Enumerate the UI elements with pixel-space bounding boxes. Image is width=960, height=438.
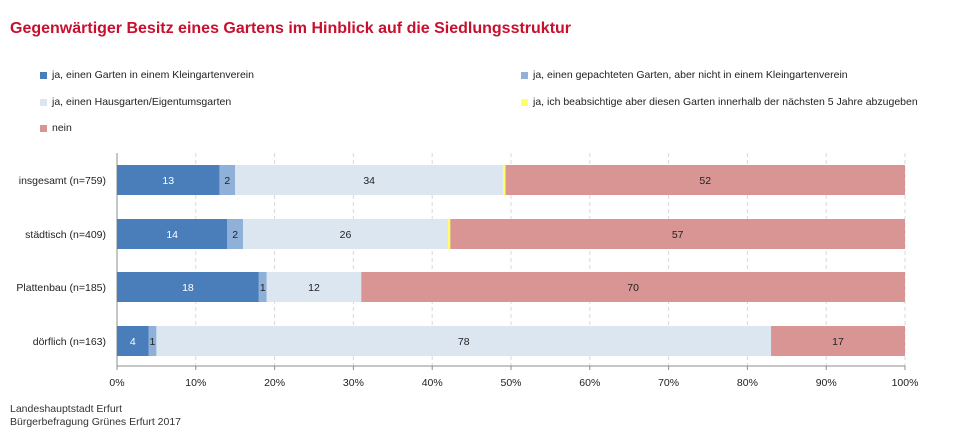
legend-label-kleingarten: ja, einen Garten in einem Kleingartenver… — [52, 69, 254, 81]
legend-label-gepachtet: ja, einen gepachteten Garten, aber nicht… — [533, 69, 848, 81]
x-tick-label: 100% — [892, 377, 919, 389]
bar-segment — [258, 272, 267, 302]
x-tick-label: 80% — [737, 377, 758, 389]
x-tick-label: 50% — [500, 377, 521, 389]
x-tick-label: 20% — [264, 377, 285, 389]
data-label: 70 — [627, 282, 639, 294]
chart-title: Gegenwärtiger Besitz eines Gartens im Hi… — [10, 20, 572, 37]
source-line-2: Bürgerbefragung Grünes Erfurt 2017 — [10, 416, 182, 428]
data-label: 13 — [162, 175, 174, 187]
source-note: Landeshauptstadt Erfurt Bürgerbefragung … — [10, 403, 181, 429]
legend-label-hausgarten: ja, einen Hausgarten/Eigentumsgarten — [52, 96, 232, 108]
bar-segment — [156, 326, 772, 356]
data-label: 1 — [150, 336, 156, 348]
data-label: 1 — [260, 282, 266, 294]
bars — [117, 165, 905, 356]
data-label: 17 — [832, 336, 844, 348]
category-labels: insgesamt (n=759) städtisch (n=409) Platte… — [16, 175, 106, 348]
data-label: 57 — [672, 229, 684, 241]
bar-segment — [505, 165, 905, 195]
bar-segment — [117, 272, 259, 302]
legend-item-nein: nein — [40, 122, 72, 134]
data-label: 2 — [224, 175, 230, 187]
category-label: Plattenbau (n=185) — [16, 282, 106, 294]
bar-segment — [266, 272, 362, 302]
x-tick-label: 70% — [658, 377, 679, 389]
bar-segment — [148, 326, 157, 356]
legend-swatch-nein — [40, 124, 47, 132]
x-tick-label: 40% — [422, 377, 443, 389]
category-label: insgesamt (n=759) — [19, 175, 106, 187]
bar-segment — [771, 326, 905, 356]
legend-item-hausgarten: ja, einen Hausgarten/Eigentumsgarten — [40, 96, 231, 108]
legend-swatch-abgeben — [521, 98, 528, 106]
bar-segment — [117, 219, 228, 249]
legend-swatch-hausgarten — [40, 98, 47, 106]
data-label: 4 — [130, 336, 136, 348]
x-axis-ticks: 0% 10% 20% 30% 40% 50% 60% 70% 80% 90% 100% — [109, 365, 919, 389]
data-label: 2 — [232, 229, 238, 241]
bar-segment — [235, 165, 504, 195]
data-label: 34 — [363, 175, 375, 187]
x-tick-label: 30% — [343, 377, 364, 389]
legend-swatch-kleingarten — [40, 71, 47, 79]
bar-segment — [227, 219, 244, 249]
bar-segment — [219, 165, 236, 195]
x-tick-label: 0% — [109, 377, 124, 389]
legend-swatch-gepachtet — [521, 71, 528, 79]
bar-segment — [243, 219, 448, 249]
data-label: 12 — [308, 282, 320, 294]
data-labels: 13 2 34 52 14 2 26 57 18 1 12 70 4 1 78 17 — [130, 175, 844, 348]
legend-item-kleingarten: ja, einen Garten in einem Kleingartenver… — [40, 69, 254, 81]
data-label: 52 — [699, 175, 711, 187]
data-label: 14 — [166, 229, 178, 241]
legend-label-abgeben: ja, ich beabsichtige aber diesen Garten … — [533, 96, 918, 108]
data-label: 26 — [340, 229, 352, 241]
bar-segment — [117, 326, 149, 356]
bar-segment — [503, 165, 506, 195]
data-label: 18 — [182, 282, 194, 294]
bar-segment — [450, 219, 905, 249]
category-label: städtisch (n=409) — [25, 229, 106, 241]
bar-segment — [361, 272, 905, 302]
data-label: 78 — [458, 336, 470, 348]
legend: ja, einen Garten in einem Kleingartenver… — [0, 0, 960, 140]
legend-item-gepachtet: ja, einen gepachteten Garten, aber nicht… — [521, 69, 848, 81]
bar-segment — [447, 219, 451, 249]
x-tick-label: 10% — [185, 377, 206, 389]
x-tick-label: 90% — [816, 377, 837, 389]
legend-label-nein: nein — [52, 122, 72, 134]
category-label: dörflich (n=163) — [33, 336, 106, 348]
source-line-1: Landeshauptstadt Erfurt — [10, 403, 123, 415]
bar-segment — [117, 165, 220, 195]
x-tick-label: 60% — [579, 377, 600, 389]
legend-item-abgeben: ja, ich beabsichtige aber diesen Garten … — [521, 96, 918, 108]
